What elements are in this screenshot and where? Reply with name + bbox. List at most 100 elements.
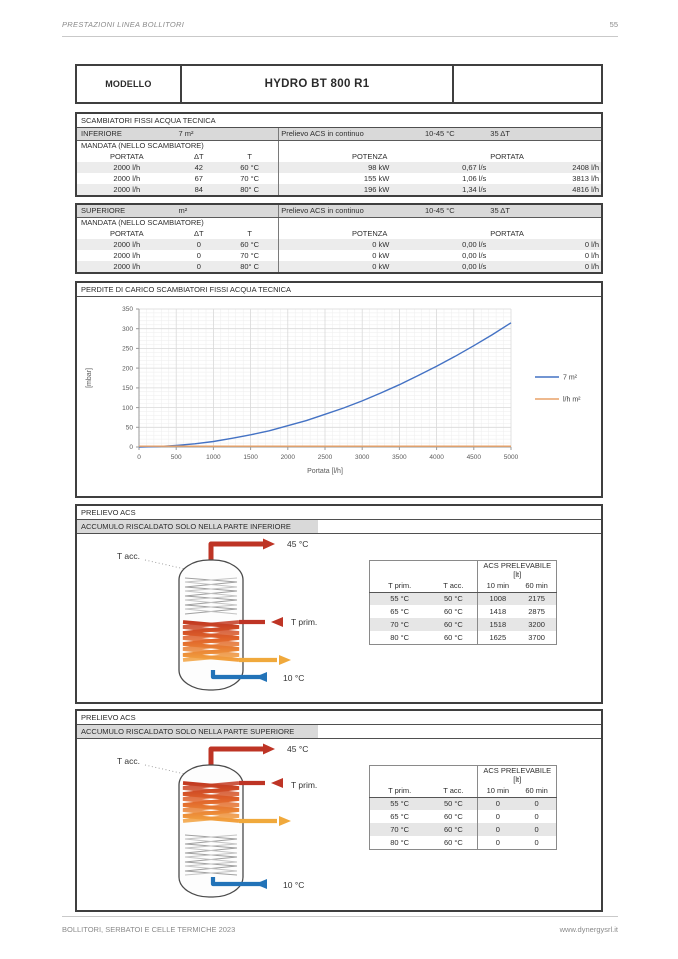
cell: 0 — [534, 837, 539, 847]
cell-delta-t: 35 ΔT — [488, 205, 601, 218]
cell-temp-range: 10-45 °C — [391, 128, 489, 141]
cell: 50 °C — [429, 592, 478, 605]
y-tick-label: 350 — [122, 306, 133, 313]
table-row: 2000 l/h 67 70 °C 155 kW 1,06 l/s 3813 l… — [77, 173, 601, 184]
cell-t: 80° C — [221, 261, 280, 272]
x-tick-label: 4000 — [429, 454, 444, 461]
cell-kw: 0 kW — [278, 261, 392, 272]
col-t-prim: T prim. — [369, 579, 430, 593]
col-potenza: POTENZA — [351, 152, 388, 161]
cell: 65 °C — [390, 607, 410, 616]
y-tick-label: 0 — [129, 444, 133, 451]
prelievo-box-superiore: PRELIEVO ACS ACCUMULO RISCALDATO SOLO NE… — [75, 709, 603, 912]
perdite-chart: 0 500 1000 1500 2000 2500 3000 3500 4000 4500 5000… — [77, 297, 601, 496]
exchanger-table-inferiore: INFERIORE 7 m² Prelievo ACS in continuo … — [77, 128, 601, 195]
cell-kw: 155 kW — [363, 174, 390, 183]
cell-surface: 7 m² — [176, 128, 280, 141]
col-t-acc: T acc. — [429, 784, 478, 798]
col-t-prim: T prim. — [369, 784, 430, 798]
y-tick-label: 250 — [122, 346, 133, 353]
col-portata2: PORTATA — [490, 229, 524, 238]
table-row: 2000 l/h 42 60 °C 98 kW 0,67 l/s 2408 l/… — [77, 162, 601, 173]
cell-ls: 1,34 l/s — [391, 184, 489, 195]
prelievo-box-inferiore: PRELIEVO ACS ACCUMULO RISCALDATO SOLO NE… — [75, 504, 603, 704]
cell-portata: 2000 l/h — [77, 184, 177, 195]
tank-diagram-upper-heated: 45 °C T acc. T prim. 10 °C — [117, 743, 317, 898]
cell-prelievo: Prelievo ACS in continuo — [278, 205, 392, 218]
cell: 70 °C — [369, 618, 430, 631]
label-top-out: 45 °C — [287, 539, 308, 549]
col-10min: 10 min — [477, 579, 518, 593]
col-t: T — [221, 151, 280, 162]
footer-left: BOLLITORI, SERBATOI E CELLE TERMICHE 202… — [62, 925, 236, 934]
table-row: 2000 l/h 0 80° C 0 kW 0,00 l/s 0 l/h — [77, 261, 601, 272]
page-number: 55 — [609, 20, 618, 29]
acs-span-header: ACS PRELEVABILE [lt] — [477, 765, 557, 784]
col-delta-t: ΔT — [194, 152, 204, 161]
col-t: T — [221, 228, 280, 239]
cell-t: 60 °C — [221, 162, 280, 173]
cell: 0 — [477, 836, 518, 849]
col-potenza: POTENZA — [351, 229, 388, 238]
table-row: 2000 l/h 84 80° C 196 kW 1,34 l/s 4816 l… — [77, 184, 601, 195]
arrow-right-icon — [263, 538, 275, 550]
legend-label: l/h m² — [563, 397, 581, 404]
cell-dt: 42 — [176, 162, 222, 173]
y-axis-title: [mbar] — [86, 368, 93, 388]
x-tick-label: 1500 — [243, 454, 258, 461]
cell: 60 °C — [429, 823, 478, 836]
prelievo-content: 45 °C T acc. T prim. 10 °C — [77, 534, 601, 702]
cell-empty — [391, 228, 488, 239]
col-60min: 60 min — [517, 784, 557, 798]
cell-delta-t: 35 ΔT — [488, 128, 601, 141]
col-t-acc: T acc. — [429, 579, 478, 593]
cell-ls: 0,67 l/s — [391, 162, 489, 173]
table-row: 80 °C 60 °C 0 0 — [370, 836, 557, 849]
acs-span-header: ACS PRELEVABILE [lt] — [477, 560, 557, 579]
cell: 70 °C — [369, 823, 430, 836]
cell-surface: m² — [176, 205, 280, 218]
arrow-left-icon — [255, 879, 267, 889]
x-tick-label: 0 — [137, 454, 141, 461]
model-table: MODELLO HYDRO BT 800 R1 — [75, 64, 603, 104]
table-row: 55 °C 50 °C 0 0 — [369, 797, 557, 810]
arrow-left-icon — [271, 778, 283, 788]
chart-box: PERDITE DI CARICO SCAMBIATORI FISSI ACQU… — [75, 281, 603, 498]
cell-ls: 0,00 l/s — [462, 251, 487, 260]
acs-table-superiore: ACS PRELEVABILE [lt] T prim. T acc. 10 m… — [369, 765, 557, 850]
table-row: ACS PRELEVABILE [lt] — [370, 560, 557, 579]
x-tick-label: 2000 — [281, 454, 296, 461]
tank-diagram-lower-heated: 45 °C T acc. T prim. 10 °C — [117, 538, 317, 691]
cell-mandata: MANDATA (NELLO SCAMBIATORE) — [77, 140, 280, 151]
cell: 80 °C — [390, 632, 410, 642]
cell-portata: 2000 l/h — [113, 174, 141, 183]
x-tick-label: 2500 — [318, 454, 333, 461]
cell-kw: 0 kW — [372, 251, 390, 260]
page-header: PRESTAZIONI LINEA BOLLITORI 55 — [62, 20, 618, 37]
acs-table-inferiore: ACS PRELEVABILE [lt] T prim. T acc. 10 m… — [369, 560, 557, 645]
cell-lh: 2408 l/h — [488, 162, 601, 173]
arrow-left-icon — [255, 672, 267, 682]
footer-right: www.dynergysrl.it — [559, 925, 618, 934]
y-tick-label: 50 — [126, 425, 134, 432]
cell-dt: 67 — [194, 174, 203, 183]
x-axis-title: Portata [l/h] — [307, 468, 343, 475]
label-bottom-in: 10 °C — [283, 673, 304, 683]
cell: 60 °C — [429, 618, 478, 631]
legend-label: 7 m² — [563, 375, 578, 382]
cell-section-name: INFERIORE — [77, 128, 177, 141]
prelievo-title: PRELIEVO ACS — [77, 506, 601, 520]
cell-portata: 2000 l/h — [77, 162, 177, 173]
cell: 0 — [477, 810, 518, 823]
cell-section-name: SUPERIORE — [77, 205, 177, 218]
cell-dt: 84 — [176, 184, 222, 195]
cell: 0 — [477, 797, 518, 810]
table-row: 65 °C 60 °C 0 0 — [370, 810, 557, 823]
table-row: MANDATA (NELLO SCAMBIATORE) — [77, 217, 601, 228]
table-row: 55 °C 50 °C 1008 2175 — [369, 592, 557, 605]
chart-section-title: PERDITE DI CARICO SCAMBIATORI FISSI ACQU… — [77, 283, 601, 297]
cell-portata: 2000 l/h — [77, 239, 177, 250]
coil-lower-heated — [182, 620, 240, 662]
model-label: MODELLO — [77, 66, 182, 102]
cell-lh: 0 l/h — [488, 261, 601, 272]
